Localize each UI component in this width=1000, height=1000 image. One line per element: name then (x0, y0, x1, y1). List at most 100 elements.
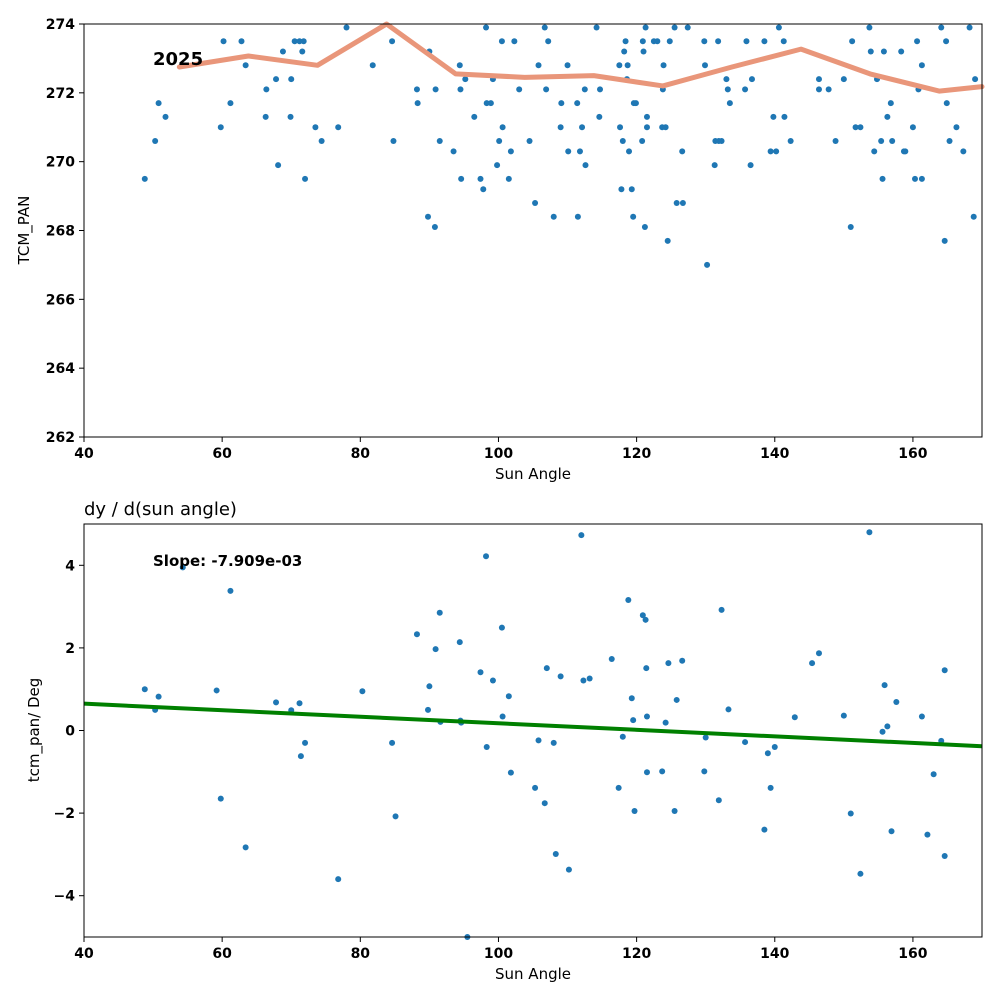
data-point (359, 688, 366, 695)
data-point (662, 124, 669, 131)
data-point (791, 714, 798, 721)
data-point (742, 739, 749, 746)
data-point (723, 76, 730, 83)
data-point (666, 38, 673, 45)
data-point (574, 213, 581, 220)
data-point (615, 784, 622, 791)
x-tick-label: 40 (74, 946, 94, 962)
data-point (414, 100, 421, 107)
data-point (413, 86, 420, 93)
x-tick-label: 160 (898, 946, 927, 962)
y-tick-label: 0 (65, 724, 75, 740)
data-point (857, 870, 864, 877)
data-point (787, 138, 794, 145)
data-point (462, 76, 469, 83)
top-x-axis-ticks: 40 60 80 100 120 140 160 (74, 437, 928, 462)
data-point (887, 100, 894, 107)
data-point (579, 124, 586, 131)
data-point (162, 113, 169, 120)
data-point (641, 224, 648, 231)
data-point (715, 38, 722, 45)
data-point (507, 148, 514, 155)
data-point (494, 162, 501, 169)
data-point (300, 38, 307, 45)
data-point (586, 675, 593, 682)
data-point (704, 261, 711, 268)
data-point (767, 148, 774, 155)
data-point (815, 76, 822, 83)
data-point (565, 866, 572, 873)
data-point (155, 100, 162, 107)
data-point (483, 553, 490, 560)
data-point (626, 148, 633, 155)
data-point (617, 124, 624, 131)
data-point (217, 124, 224, 131)
bottom-x-axis-label: Sun Angle (495, 965, 571, 983)
data-point (879, 728, 886, 735)
data-point (867, 48, 874, 55)
data-point (628, 695, 635, 702)
data-point (639, 38, 646, 45)
data-point (941, 853, 948, 860)
data-point (390, 138, 397, 145)
x-tick-label: 100 (484, 946, 513, 962)
bottom-fit-line (83, 701, 983, 749)
data-point (155, 693, 162, 700)
data-point (426, 683, 433, 690)
data-point (879, 175, 886, 182)
data-point (847, 810, 854, 817)
data-point (425, 706, 432, 713)
data-point (580, 677, 587, 684)
y-tick-label: 262 (46, 430, 75, 446)
data-point (943, 38, 950, 45)
data-point (242, 844, 249, 851)
data-point (543, 665, 550, 672)
data-point (888, 828, 895, 835)
data-point (943, 100, 950, 107)
data-point (960, 148, 967, 155)
data-point (878, 138, 885, 145)
data-point (296, 700, 303, 707)
data-point (679, 199, 686, 206)
data-point (616, 62, 623, 69)
bottom-y-axis-label: tcm_pan/ Deg (25, 678, 44, 783)
derivative-scatter-panel: dy / d(sun angle) 40 60 80 100 120 140 160 −4−… (25, 499, 983, 983)
data-point (471, 113, 478, 120)
data-point (941, 237, 948, 244)
data-point (884, 723, 891, 730)
data-point (642, 24, 649, 31)
bottom-y-axis-ticks: −4 −2 0 2 4 (54, 558, 84, 905)
data-point (505, 693, 512, 700)
data-point (532, 784, 539, 791)
x-tick-label: 120 (622, 946, 651, 962)
data-point (511, 38, 518, 45)
data-point (312, 124, 319, 131)
data-point (702, 62, 709, 69)
data-point (643, 665, 650, 672)
data-point (918, 175, 925, 182)
data-point (505, 175, 512, 182)
data-point (343, 24, 350, 31)
data-point (477, 669, 484, 676)
data-point (628, 186, 635, 193)
data-point (701, 768, 708, 775)
data-point (450, 148, 457, 155)
data-point (767, 784, 774, 791)
data-point (660, 62, 667, 69)
data-point (545, 38, 552, 45)
data-point (673, 199, 680, 206)
y-tick-label: 272 (46, 86, 75, 102)
data-point (179, 564, 186, 571)
data-point (413, 631, 420, 638)
data-point (431, 224, 438, 231)
data-point (557, 673, 564, 680)
data-point (552, 850, 559, 857)
data-point (392, 813, 399, 820)
data-point (857, 124, 864, 131)
data-point (671, 808, 678, 815)
data-point (425, 213, 432, 220)
data-point (702, 734, 709, 741)
data-point (526, 138, 533, 145)
data-point (625, 596, 632, 603)
